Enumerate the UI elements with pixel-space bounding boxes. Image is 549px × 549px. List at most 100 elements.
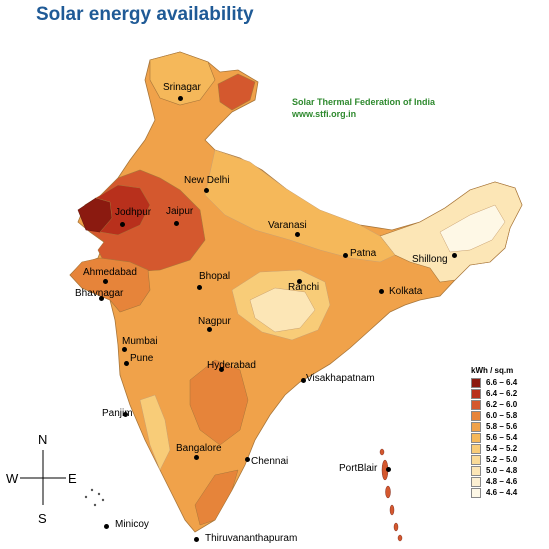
legend-item: 5.8 – 5.6 bbox=[471, 421, 537, 432]
legend-label: 6.2 – 6.0 bbox=[486, 400, 518, 409]
city-dot bbox=[104, 524, 109, 529]
city-label: Srinagar bbox=[163, 82, 201, 93]
city-dot bbox=[343, 253, 348, 258]
legend-item: 4.8 – 4.6 bbox=[471, 476, 537, 487]
city-label: Ranchi bbox=[288, 282, 320, 293]
legend-swatch bbox=[471, 377, 481, 388]
legend-swatch bbox=[471, 388, 481, 399]
city-dot bbox=[174, 221, 179, 226]
legend-swatch bbox=[471, 476, 481, 487]
city-label: Nagpur bbox=[198, 316, 231, 327]
credit-org: Solar Thermal Federation of India bbox=[292, 97, 436, 107]
city-label: Minicoy bbox=[115, 519, 149, 530]
city-dot bbox=[204, 188, 209, 193]
legend-label: 5.2 – 5.0 bbox=[486, 455, 518, 464]
city-dot bbox=[301, 378, 306, 383]
legend-title: kWh / sq.m bbox=[471, 366, 514, 375]
legend-item: 5.4 – 5.2 bbox=[471, 443, 537, 454]
city-dot bbox=[120, 222, 125, 227]
legend-swatch bbox=[471, 432, 481, 443]
city-dot bbox=[197, 285, 202, 290]
city-dot bbox=[207, 327, 212, 332]
city-label: Kolkata bbox=[389, 286, 423, 297]
compass-west: W bbox=[6, 471, 19, 486]
legend-label: 4.6 – 4.4 bbox=[486, 488, 518, 497]
city-label: Mumbai bbox=[122, 336, 158, 347]
legend-item: 5.0 – 4.8 bbox=[471, 465, 537, 476]
map-credit: Solar Thermal Federation of India www.st… bbox=[292, 96, 435, 120]
legend-item: 6.4 – 6.2 bbox=[471, 388, 537, 399]
legend-swatch bbox=[471, 487, 481, 498]
city-label: Visakhapatnam bbox=[306, 373, 375, 384]
city-label: Bangalore bbox=[176, 443, 222, 454]
city-dot bbox=[122, 347, 127, 352]
city-label: Varanasi bbox=[268, 220, 307, 231]
city-label: Jaipur bbox=[166, 206, 194, 217]
gujarat-zone bbox=[69, 257, 151, 313]
ghats-strip bbox=[139, 394, 171, 471]
northeast-core bbox=[439, 204, 506, 253]
legend-label: 5.4 – 5.2 bbox=[486, 444, 518, 453]
city-label: Patna bbox=[350, 248, 377, 259]
city-label: Jodhpur bbox=[115, 207, 152, 218]
city-dot bbox=[452, 253, 457, 258]
city-dot bbox=[103, 279, 108, 284]
kashmir-zone bbox=[149, 51, 216, 106]
legend-swatch bbox=[471, 421, 481, 432]
compass-rose bbox=[20, 450, 66, 505]
legend-swatch bbox=[471, 399, 481, 410]
legend-item: 6.2 – 6.0 bbox=[471, 399, 537, 410]
legend-label: 4.8 – 4.6 bbox=[486, 477, 518, 486]
city-dot bbox=[297, 279, 302, 284]
city-label: Shillong bbox=[412, 254, 448, 265]
deccan-zone bbox=[189, 359, 249, 446]
city-dot bbox=[379, 289, 384, 294]
gangetic-zone bbox=[204, 149, 396, 263]
compass-north: N bbox=[38, 432, 48, 447]
map-title: Solar energy availability bbox=[36, 4, 254, 25]
legend-label: 6.4 – 6.2 bbox=[486, 389, 518, 398]
city-label: New Delhi bbox=[184, 175, 230, 186]
city-label: Thiruvananthapuram bbox=[205, 533, 298, 544]
tamil-nadu-zone bbox=[194, 469, 239, 526]
credit-url[interactable]: www.stfi.org.in bbox=[292, 109, 357, 119]
city-label: Pune bbox=[130, 353, 154, 364]
city-label: Hyderabad bbox=[207, 360, 256, 371]
city-label: Bhopal bbox=[199, 271, 231, 282]
city-dot bbox=[194, 537, 199, 542]
ladakh-zone bbox=[217, 73, 256, 111]
jodhpur-zone bbox=[95, 184, 151, 236]
city-label: Ahmedabad bbox=[83, 267, 137, 278]
legend-swatch bbox=[471, 454, 481, 465]
legend-label: 6.0 – 5.8 bbox=[486, 411, 518, 420]
city-dot bbox=[124, 361, 129, 366]
andaman-islands bbox=[379, 448, 403, 542]
city-dot bbox=[219, 367, 224, 372]
city-label: Panjim bbox=[102, 408, 133, 419]
legend-item: 4.6 – 4.4 bbox=[471, 487, 537, 498]
city-label: Chennai bbox=[251, 456, 289, 467]
legend-item: 5.2 – 5.0 bbox=[471, 454, 537, 465]
city-label: PortBlair bbox=[339, 463, 378, 474]
compass-east: E bbox=[68, 471, 77, 486]
city-dot bbox=[123, 412, 128, 417]
city-dot bbox=[386, 467, 391, 472]
central-lowest-zone bbox=[249, 287, 316, 333]
city-dot bbox=[178, 96, 183, 101]
legend-label: 5.6 – 5.4 bbox=[486, 433, 518, 442]
city-dot bbox=[295, 232, 300, 237]
legend-label: 5.0 – 4.8 bbox=[486, 466, 518, 475]
map-legend: kWh / sq.m 6.6 – 6.4 6.4 – 6.2 6.2 – 6.0 6.… bbox=[471, 366, 537, 498]
legend-item: 6.6 – 6.4 bbox=[471, 377, 537, 388]
lakshadweep-islands bbox=[84, 488, 105, 507]
city-dot bbox=[194, 455, 199, 460]
legend-item: 5.6 – 5.4 bbox=[471, 432, 537, 443]
legend-item: 6.0 – 5.8 bbox=[471, 410, 537, 421]
legend-swatch bbox=[471, 443, 481, 454]
legend-swatch bbox=[471, 410, 481, 421]
city-dot bbox=[245, 457, 250, 462]
legend-label: 6.6 – 6.4 bbox=[486, 378, 518, 387]
legend-swatch bbox=[471, 465, 481, 476]
city-label: Bhavnagar bbox=[75, 288, 124, 299]
